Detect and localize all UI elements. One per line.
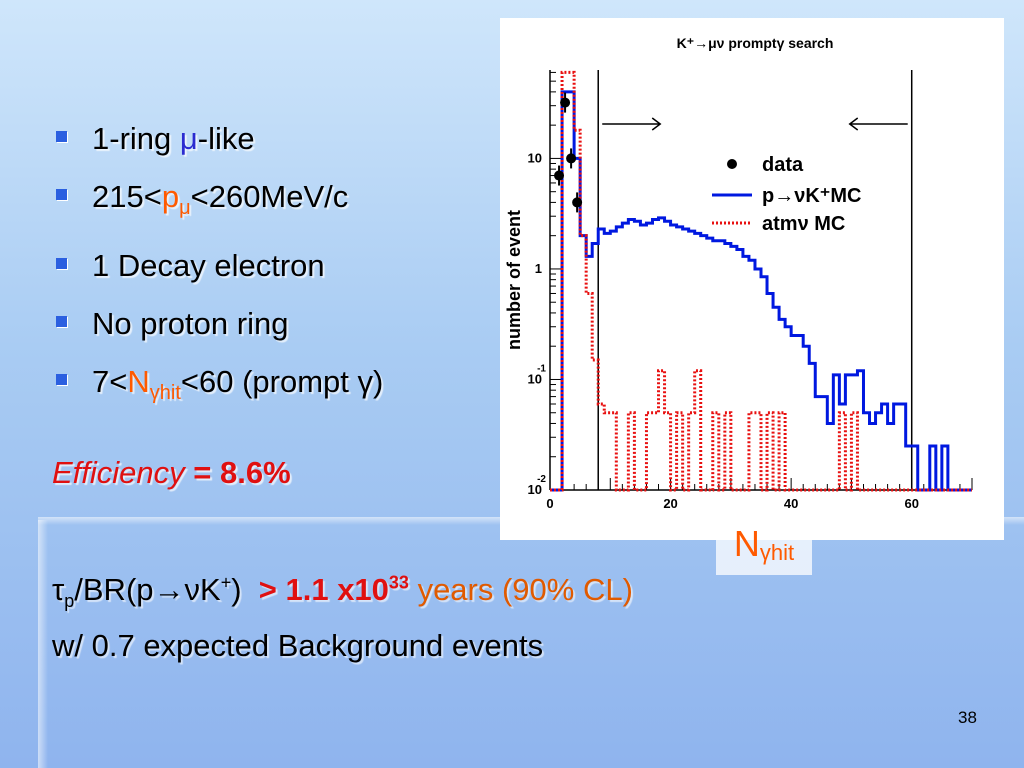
cut-arrow-left: [848, 117, 908, 131]
nhit-subscript: γhit: [759, 540, 795, 565]
histogram-chart: K⁺→μν promptγ search number of event 10-…: [504, 35, 973, 511]
nhit-symbol: N: [733, 523, 760, 564]
bullet-square-icon: [56, 189, 67, 200]
limit-units: years (90% CL): [408, 572, 633, 607]
decorative-vertical-bar: [38, 520, 48, 768]
legend-data-marker: [727, 159, 737, 169]
criterion-nhit: 7<Nγhit<60 (prompt γ): [50, 353, 383, 422]
x-tick-label: 60: [904, 496, 918, 511]
data-point: [554, 170, 565, 181]
series-signal-mc: [550, 90, 972, 492]
cut-arrow-right: [602, 117, 662, 131]
criterion-symbol: μ: [179, 121, 198, 156]
legend-signal-label: p→νK⁺MC: [762, 185, 861, 207]
page-number: 38: [958, 708, 977, 727]
x-tick-label: 40: [784, 496, 798, 511]
kaon-charge: +: [220, 572, 232, 593]
bullet-square-icon: [56, 374, 67, 386]
chart-title: K⁺→μν promptγ search: [677, 35, 834, 51]
background-text: w/ 0.7 expected: [52, 628, 278, 663]
efficiency-label: Efficiency: [52, 455, 185, 490]
background-text-end: events: [443, 628, 544, 663]
criteria-list: 1-ring μ-like 215<pμ<260MeV/c 1 Decay el…: [50, 110, 383, 422]
data-point: [566, 153, 577, 164]
background-highlight: Background: [277, 628, 444, 663]
bullet-square-icon: [56, 316, 67, 328]
background-line: w/ 0.7 expected Background events: [52, 628, 543, 664]
x-tick-label: 0: [546, 496, 553, 511]
data-point: [560, 97, 571, 108]
branching-ratio-text: /BR(p→νK: [74, 572, 221, 607]
limit-value: > 1.1 x10: [258, 572, 389, 607]
y-tick-label: 10: [528, 150, 542, 165]
efficiency-value: = 8.6%: [184, 455, 291, 490]
criterion-text: No proton ring: [92, 306, 289, 342]
criterion-proton-ring: No proton ring: [50, 295, 383, 353]
nhit-axis-label: Nγhit: [716, 513, 812, 575]
y-tick-exponent: -2: [537, 474, 546, 485]
legend-data-label: data: [762, 154, 804, 176]
lifetime-limit-line: τp/BR(p→νK+) > 1.1 x1033 years (90% CL): [52, 572, 633, 612]
legend: data p→νK⁺MC atmν MC: [712, 154, 861, 235]
y-tick-exponent: -1: [537, 363, 546, 374]
bullet-square-icon: [56, 258, 67, 270]
branching-ratio-close: ): [231, 572, 242, 607]
tau-symbol: τ: [52, 572, 65, 607]
legend-atm-label: atmν MC: [762, 213, 845, 235]
y-tick-label: 1: [535, 261, 542, 276]
criterion-subscript: μ: [179, 197, 191, 220]
criterion-text-end: -like: [197, 121, 255, 156]
criterion-ring: 1-ring μ-like: [50, 110, 383, 168]
criterion-text-end: <60 (prompt γ): [180, 364, 384, 400]
limit-exponent: 33: [388, 572, 409, 593]
criterion-text: 1-ring: [92, 121, 180, 156]
y-tick-label: 10: [528, 371, 542, 386]
efficiency-line: Efficiency = 8.6%: [52, 455, 291, 491]
x-tick-label: 20: [663, 496, 677, 511]
criterion-text: 215<: [92, 179, 162, 214]
y-axis-label: number of event: [504, 210, 524, 350]
criterion-decay-electron: 1 Decay electron: [50, 237, 383, 295]
criterion-text-end: <260MeV/c: [190, 179, 349, 214]
criterion-subscript: γhit: [149, 382, 181, 405]
criterion-momentum: 215<pμ<260MeV/c: [50, 168, 383, 237]
criterion-symbol: N: [127, 364, 150, 400]
histogram-panel: K⁺→μν promptγ search number of event 10-…: [500, 18, 1004, 540]
bullet-square-icon: [56, 131, 67, 142]
criterion-symbol: p: [161, 179, 180, 214]
series-atm-mc: [550, 70, 972, 492]
tau-subscript: p: [64, 591, 75, 612]
y-tick-label: 10: [528, 482, 542, 497]
criterion-text: 1 Decay electron: [92, 248, 325, 284]
data-point: [572, 197, 583, 208]
criterion-text: 7<: [92, 364, 128, 400]
